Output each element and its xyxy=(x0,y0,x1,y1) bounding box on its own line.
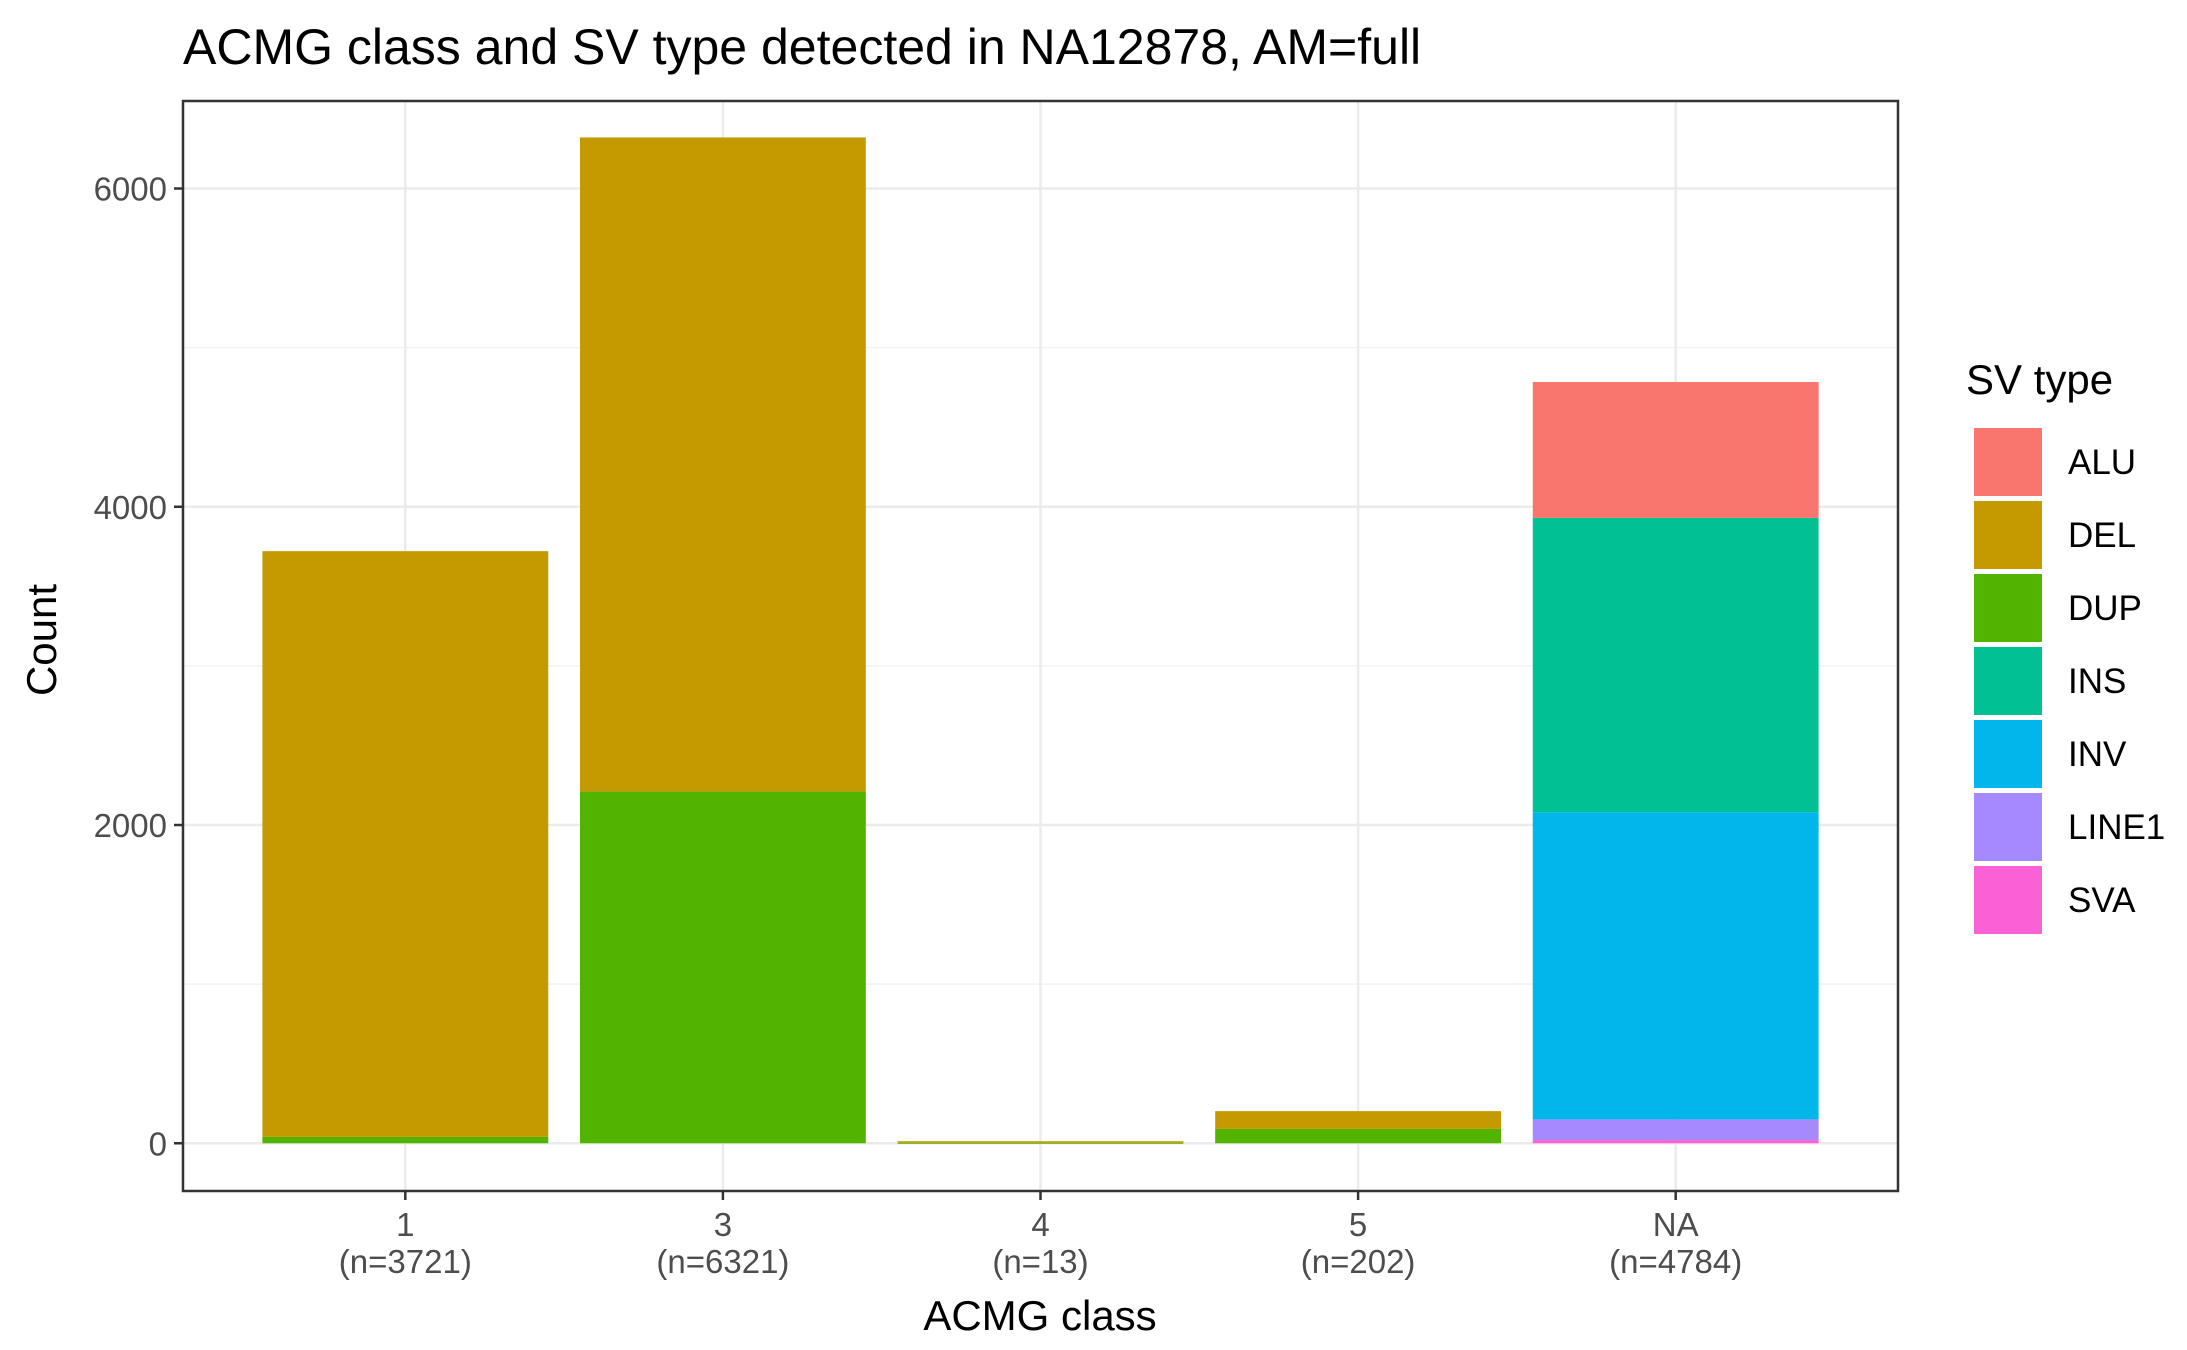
legend-key-inv xyxy=(1974,720,2042,788)
x-tick-count: (n=6321) xyxy=(656,1243,789,1280)
x-tick-count: (n=13) xyxy=(992,1243,1088,1280)
y-axis-title: Count xyxy=(18,584,65,696)
legend: SV type ALU DEL DUP INS INV LINE1 SVA xyxy=(1966,356,2165,934)
legend-key-sva xyxy=(1974,866,2042,934)
x-tick-count: (n=4784) xyxy=(1609,1243,1742,1280)
bar-dup-4 xyxy=(897,1142,1184,1144)
x-axis-title: ACMG class xyxy=(923,1292,1156,1339)
bar-ins-na xyxy=(1532,517,1819,813)
x-tick-count: (n=3721) xyxy=(339,1243,472,1280)
bar-alu-na xyxy=(1532,382,1819,518)
x-tick-label: 3 xyxy=(714,1206,732,1243)
bar-del-1 xyxy=(262,551,549,1137)
legend-key-del xyxy=(1974,501,2042,569)
bar-inv-na xyxy=(1532,812,1819,1120)
legend-key-ins xyxy=(1974,647,2042,715)
legend-key-alu xyxy=(1974,428,2042,496)
bar-sva-na xyxy=(1532,1140,1819,1144)
bar-dup-5 xyxy=(1215,1128,1502,1144)
bar-del-5 xyxy=(1215,1111,1502,1129)
legend-label-sva: SVA xyxy=(2068,881,2136,920)
axis-ticks: 02000400060001(n=3721)3(n=6321)4(n=13)5(… xyxy=(94,171,1743,1280)
legend-label-del: DEL xyxy=(2068,516,2136,555)
bar-del-4 xyxy=(897,1141,1184,1143)
legend-label-alu: ALU xyxy=(2068,443,2136,482)
x-tick-label: 1 xyxy=(396,1206,414,1243)
legend-key-line1 xyxy=(1974,793,2042,861)
y-tick-label: 6000 xyxy=(94,171,167,208)
y-tick-label: 4000 xyxy=(94,489,167,526)
legend-label-dup: DUP xyxy=(2068,589,2142,628)
plot-area xyxy=(181,99,1900,1193)
legend-label-line1: LINE1 xyxy=(2068,808,2165,847)
x-tick-label: 4 xyxy=(1031,1206,1049,1243)
x-tick-count: (n=202) xyxy=(1301,1243,1416,1280)
y-tick-label: 0 xyxy=(149,1125,167,1162)
bar-del-3 xyxy=(579,137,866,792)
bar-dup-3 xyxy=(579,791,866,1144)
chart-title: ACMG class and SV type detected in NA128… xyxy=(183,19,1421,75)
legend-title: SV type xyxy=(1966,356,2113,403)
bar-dup-1 xyxy=(262,1136,549,1144)
y-tick-label: 2000 xyxy=(94,807,167,844)
bar-line1-na xyxy=(1532,1119,1819,1141)
legend-label-inv: INV xyxy=(2068,735,2127,774)
legend-items: ALU DEL DUP INS INV LINE1 SVA xyxy=(1974,428,2165,934)
legend-key-dup xyxy=(1974,574,2042,642)
x-tick-label: 5 xyxy=(1349,1206,1367,1243)
legend-label-ins: INS xyxy=(2068,662,2126,701)
x-tick-label: NA xyxy=(1653,1206,1699,1243)
